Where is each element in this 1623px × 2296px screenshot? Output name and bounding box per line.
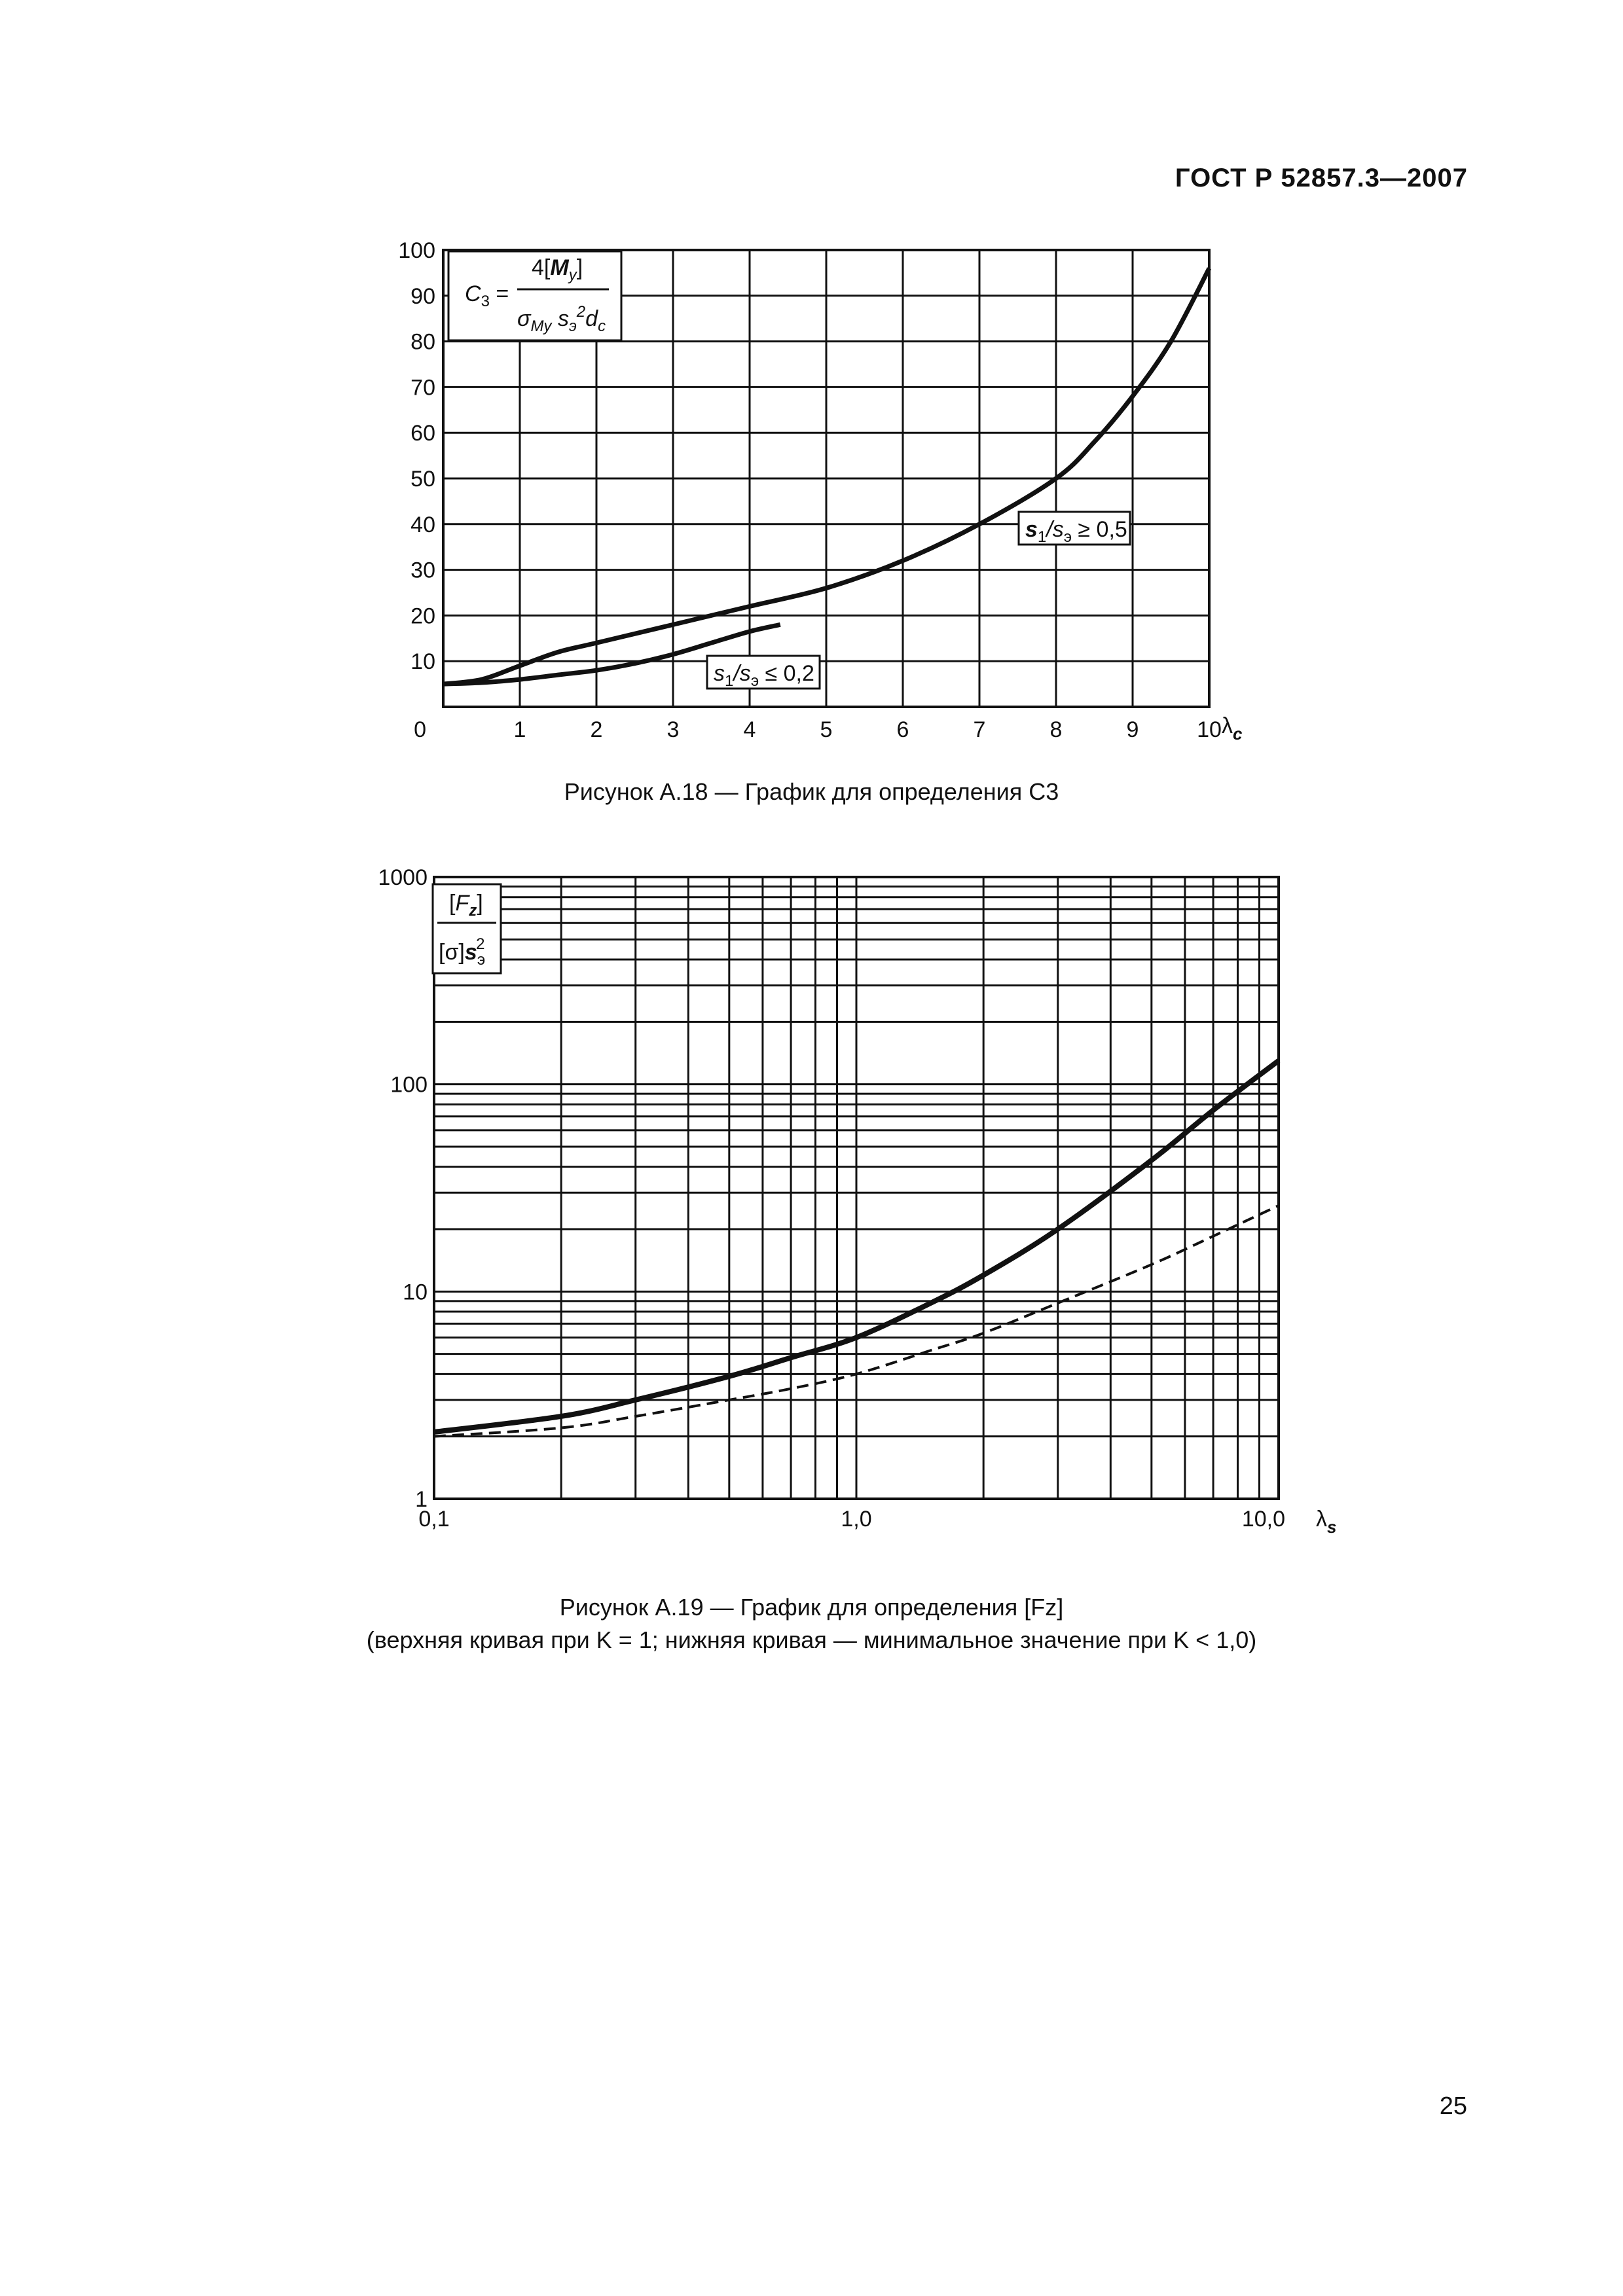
- chart-a18-y-tick: 90: [410, 284, 435, 309]
- chart-a18-grid: [442, 249, 1211, 708]
- chart-a18-y-tick: 30: [410, 558, 435, 583]
- chart-a18-y-tick: 80: [410, 330, 435, 355]
- figure-a18-caption: Рисунок А.18 — График для определения C3: [564, 778, 1059, 805]
- svg-text:s1/sэ ≥ 0,5: s1/sэ ≥ 0,5: [1025, 517, 1127, 546]
- figure-a19-caption: Рисунок А.19 — График для определения [F…: [559, 1594, 1064, 1621]
- chart-a18-x-tick: 0: [414, 717, 426, 742]
- chart-a18-label-lower: s1/sэ ≤ 0,2: [706, 655, 821, 690]
- svg-text:C3 =: C3 =: [465, 281, 509, 310]
- chart-a18-y-tick: 60: [410, 421, 435, 446]
- chart-a18-y-tick: 20: [410, 603, 435, 628]
- chart-a18-x-tick: 10: [1197, 717, 1222, 742]
- chart-a18-x-tick: 3: [667, 717, 680, 742]
- chart-a18-x-tick: 8: [1050, 717, 1063, 742]
- chart-a18-x-tick: 1: [514, 717, 526, 742]
- chart-a18-x-tick: 6: [897, 717, 909, 742]
- chart-a18-curves: [443, 267, 1212, 687]
- document-header: ГОСТ Р 52857.3—2007: [1175, 164, 1468, 192]
- chart-a18-y-tick: 100: [398, 238, 435, 263]
- chart-a18-series-1: [443, 622, 781, 687]
- chart-a18-tick-labels: 0 1 2 3 4 5 6 7 8 9 10 10 20 30 40 50 60 70 80 90 100: [398, 238, 1222, 742]
- page-number: 25: [1439, 2092, 1467, 2120]
- chart-a18-y-tick: 70: [410, 375, 435, 400]
- chart-a18-label-upper: s1/sэ ≥ 0,5: [1017, 511, 1131, 546]
- chart-a18-y-tick: 50: [410, 467, 435, 492]
- chart-a18-x-tick: 7: [974, 717, 986, 742]
- figure-a19-caption-note: (верхняя кривая при K = 1; нижняя кривая…: [366, 1626, 1257, 1653]
- chart-a18-y-tick: 10: [410, 649, 435, 674]
- chart-a18-x-axis-label: λc: [1222, 713, 1243, 744]
- chart-a18-x-tick: 4: [744, 717, 756, 742]
- chart-a18-x-tick: 5: [820, 717, 833, 742]
- chart-a18-y-tick: 40: [410, 512, 435, 537]
- svg-text:σMy sэ2dc: σMy sэ2dc: [517, 303, 606, 335]
- chart-a18-formula-box: C3 = 4[My] σMy sэ2dc: [447, 250, 623, 342]
- svg-text:s1/sэ ≤ 0,2: s1/sэ ≤ 0,2: [714, 661, 814, 690]
- chart-a18-series-0: [443, 267, 1212, 687]
- chart-a18-x-tick: 9: [1127, 717, 1139, 742]
- chart-a18-x-tick: 2: [591, 717, 603, 742]
